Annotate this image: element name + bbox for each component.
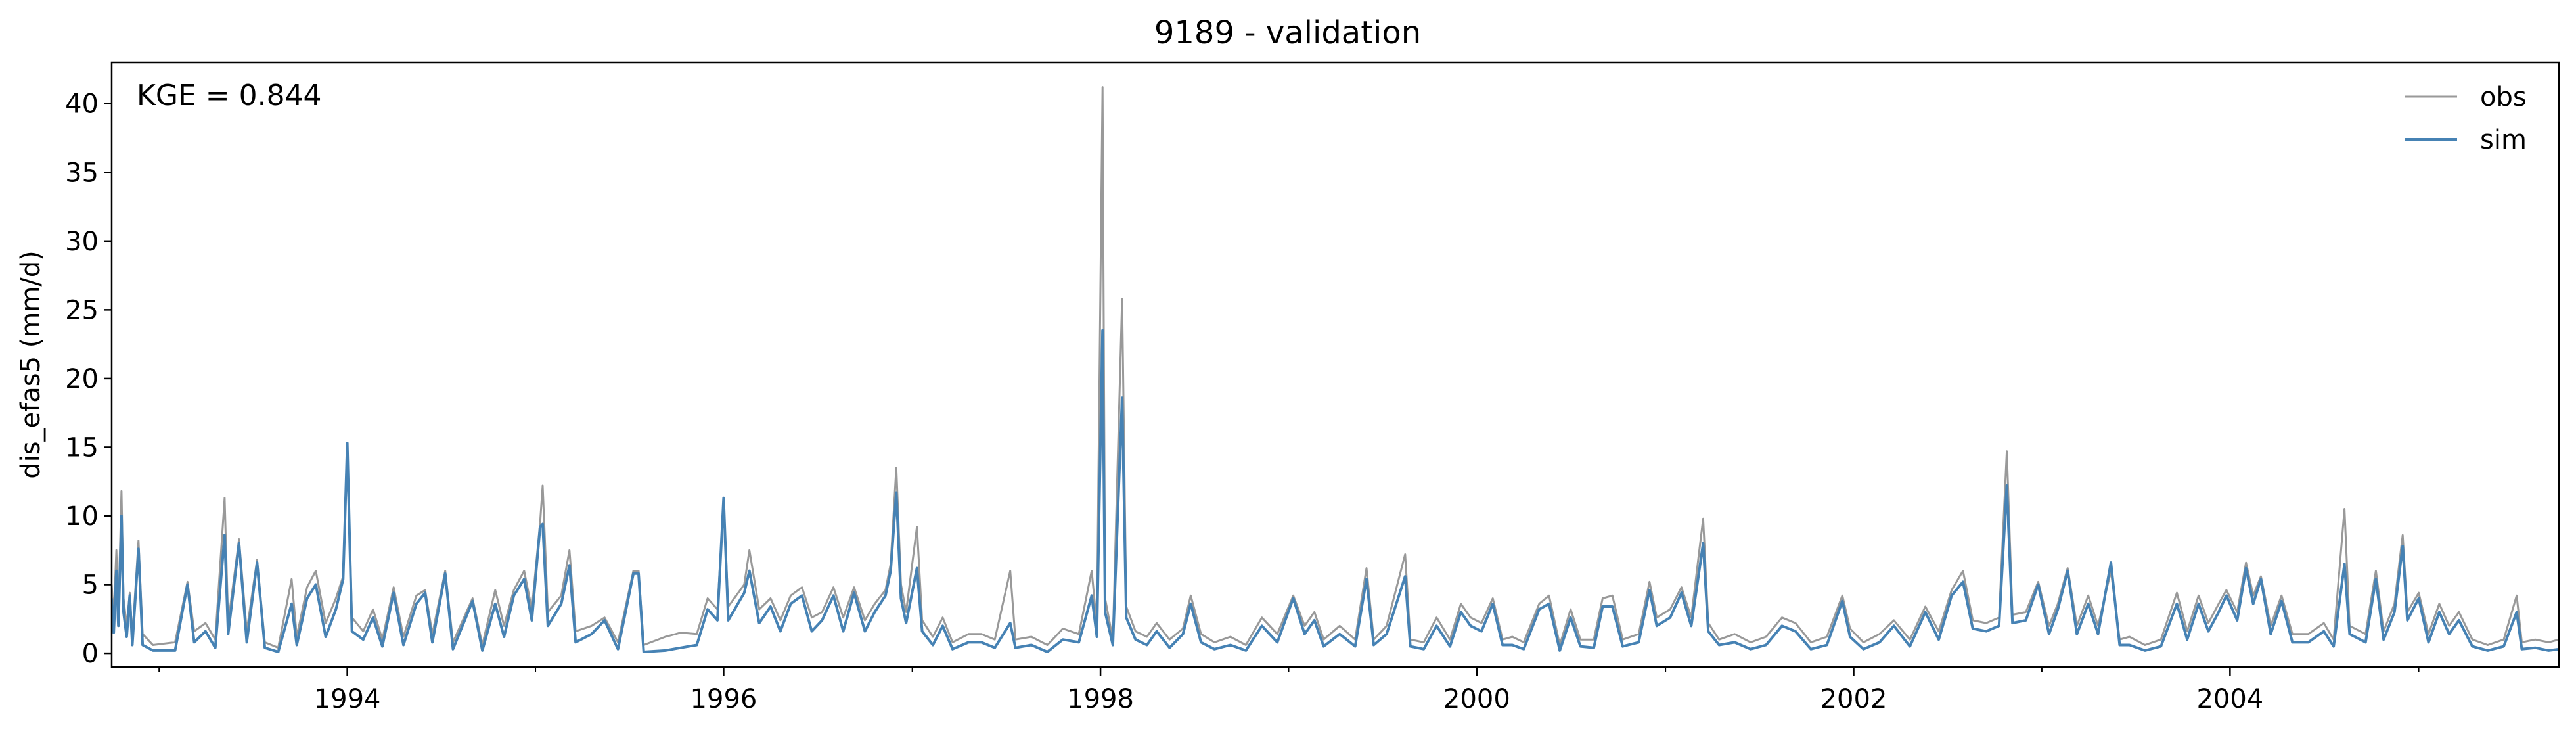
y-tick-label: 40 (65, 89, 99, 120)
y-tick-label: 35 (65, 158, 99, 188)
x-tick-label: 2004 (2196, 684, 2263, 714)
kge-annotation: KGE = 0.844 (137, 79, 322, 112)
y-tick-label: 5 (82, 570, 99, 601)
x-tick-label: 2000 (1443, 684, 1510, 714)
y-tick-label: 20 (65, 364, 99, 394)
x-tick-label: 2002 (1820, 684, 1887, 714)
y-axis-label: dis_efas5 (mm/d) (16, 250, 46, 479)
y-tick-label: 25 (65, 295, 99, 325)
y-tick-label: 10 (65, 501, 99, 532)
plot-area (112, 86, 2559, 653)
plot-frame (110, 61, 2560, 668)
x-axis: 1994 1996 1998 2000 2002 2004 (158, 667, 2420, 714)
chart-title: 9189 - validation (1154, 14, 1421, 51)
series-line-sim (112, 329, 2559, 653)
series-line-obs (112, 86, 2559, 649)
legend: obs sim (2405, 82, 2527, 155)
legend-label-sim: sim (2480, 125, 2527, 155)
y-tick-label: 0 (82, 639, 99, 669)
legend-label-obs: obs (2480, 82, 2527, 112)
y-tick-label: 15 (65, 432, 99, 463)
x-tick-label: 1994 (314, 684, 381, 714)
x-tick-label: 1996 (690, 684, 757, 714)
y-tick-label: 30 (65, 227, 99, 257)
y-axis: 0 5 10 15 20 25 30 35 40 (65, 89, 112, 669)
series-layer (112, 86, 2559, 653)
x-tick-label: 1998 (1067, 684, 1134, 714)
